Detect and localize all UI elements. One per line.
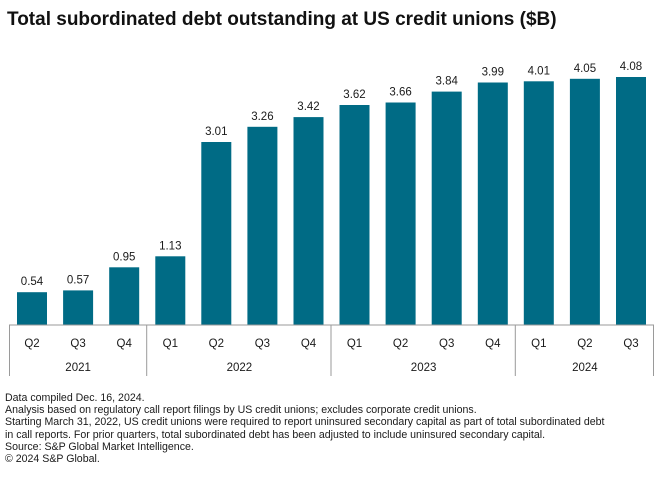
- x-tick-label: Q2: [209, 338, 224, 350]
- bar-value-label: 3.01: [205, 126, 227, 138]
- note-source: Source: S&P Global Market Intelligence.: [5, 440, 194, 453]
- bar: [339, 105, 370, 325]
- bar: [523, 81, 554, 325]
- chart-title: Total subordinated debt outstanding at U…: [7, 9, 557, 30]
- bar: [293, 117, 324, 325]
- bar: [109, 267, 140, 325]
- x-tick-label: Q3: [439, 338, 454, 350]
- bar-value-label: 4.08: [620, 61, 642, 73]
- bar: [477, 82, 508, 325]
- x-tick-label: Q1: [163, 338, 178, 350]
- x-tick-label: Q2: [393, 338, 408, 350]
- note-data-compiled: Data compiled Dec. 16, 2024.: [5, 392, 145, 404]
- note-copyright: © 2024 S&P Global.: [5, 453, 100, 466]
- x-group-label: 2022: [227, 362, 253, 374]
- bar: [569, 78, 600, 325]
- bar-value-label: 0.57: [67, 274, 89, 286]
- x-tick-label: Q1: [531, 338, 546, 350]
- bar: [63, 290, 94, 325]
- bar-value-label: 3.26: [251, 111, 273, 123]
- bar: [17, 292, 47, 325]
- bar-value-label: 3.99: [482, 67, 504, 79]
- x-tick-label: Q1: [347, 338, 362, 350]
- bar: [385, 102, 416, 325]
- bar-value-label: 0.54: [21, 276, 44, 288]
- x-tick-label: Q3: [623, 338, 638, 350]
- x-tick-label: Q3: [255, 338, 270, 350]
- x-tick-label: Q4: [485, 338, 501, 350]
- bar-value-label: 1.13: [159, 240, 181, 252]
- bar: [155, 256, 186, 325]
- bar-value-label: 4.01: [528, 65, 550, 77]
- bar: [431, 91, 462, 325]
- bar-value-label: 3.42: [297, 101, 319, 113]
- x-group-label: 2021: [65, 362, 91, 374]
- bar-value-label: 3.66: [389, 87, 411, 99]
- x-group-label: 2024: [572, 362, 598, 374]
- bar-value-label: 0.95: [113, 251, 135, 263]
- note-starting-line-2: in call reports. For prior quarters, tot…: [5, 428, 546, 441]
- chart-notes: Data compiled Dec. 16, 2024. Analysis ba…: [5, 392, 660, 465]
- x-tick-label: Q2: [577, 338, 592, 350]
- note-analysis: Analysis based on regulatory call report…: [5, 404, 477, 417]
- bar: [247, 126, 278, 325]
- x-group-label: 2023: [411, 362, 437, 374]
- x-tick-label: Q4: [301, 338, 317, 350]
- bar-value-label: 3.84: [436, 76, 459, 88]
- bar-value-label: 3.62: [343, 89, 365, 101]
- bar-value-label: 4.05: [574, 63, 596, 75]
- note-starting-line-1: Starting March 31, 2022, US credit union…: [5, 416, 605, 429]
- bar: [201, 142, 232, 325]
- x-tick-label: Q3: [70, 338, 85, 350]
- x-tick-label: Q4: [117, 338, 133, 350]
- bar-chart: 0.54 Q2 0.57 Q3 0.95 Q4 1.13 Q1 3.01 Q2 3.26 Q3 3.42…: [9, 61, 654, 376]
- x-tick-label: Q2: [24, 338, 39, 350]
- bar: [616, 77, 646, 325]
